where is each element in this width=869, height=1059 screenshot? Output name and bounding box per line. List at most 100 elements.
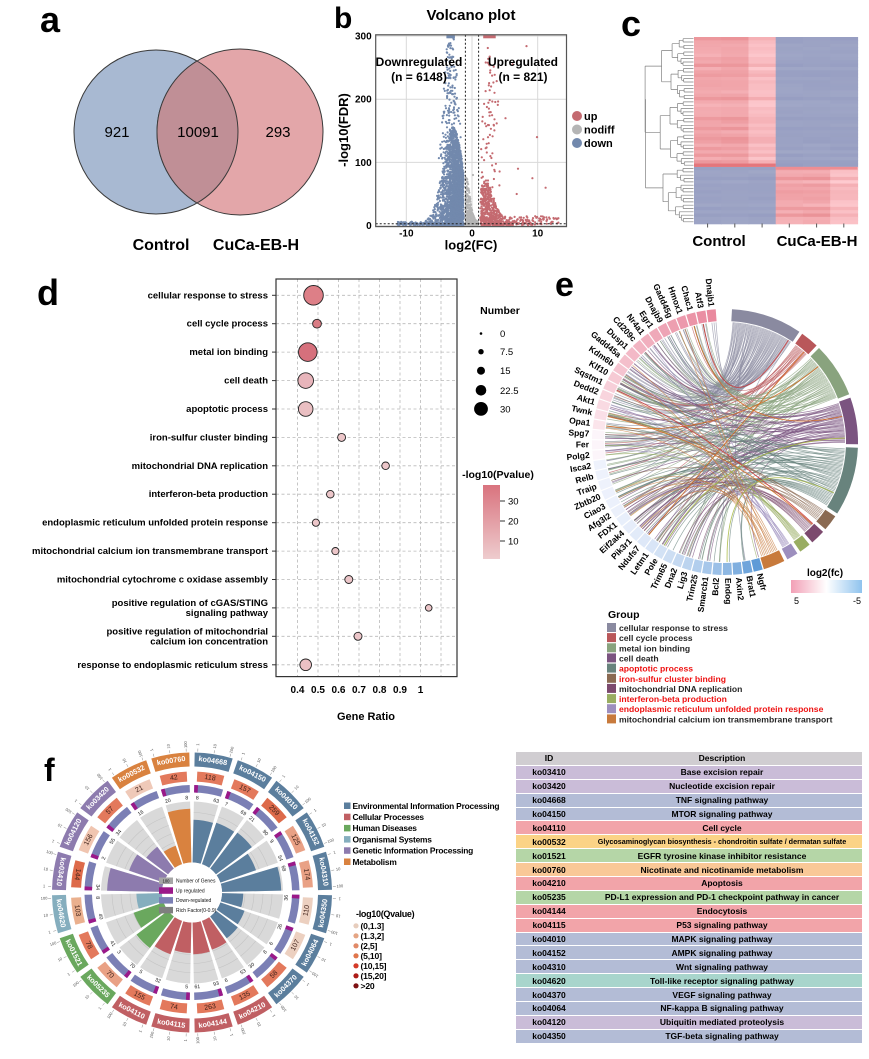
svg-text:100: 100: [310, 970, 319, 978]
svg-text:1: 1: [418, 685, 424, 696]
svg-text:100: 100: [195, 1036, 200, 1044]
svg-text:1: 1: [313, 807, 318, 813]
svg-text:mitochondrial DNA replication: mitochondrial DNA replication: [619, 684, 742, 694]
svg-text:100: 100: [64, 806, 73, 814]
svg-text:10: 10: [43, 866, 49, 872]
svg-text:metal ion binding: metal ion binding: [619, 643, 690, 653]
svg-text:1: 1: [97, 1005, 103, 1010]
svg-text:110: 110: [303, 904, 312, 916]
svg-text:endoplasmic reticulum unfolded: endoplasmic reticulum unfolded protein r…: [42, 518, 268, 529]
svg-text:Control: Control: [133, 237, 190, 254]
svg-text:293: 293: [265, 124, 290, 141]
svg-text:ko04620: ko04620: [54, 898, 67, 928]
svg-text:1: 1: [240, 751, 246, 756]
svg-text:ko03410: ko03410: [54, 857, 67, 887]
svg-text:positive regulation of cGAS/ST: positive regulation of cGAS/STING: [112, 598, 268, 609]
svg-text:Environmental Information Proc: Environmental Information Processing: [353, 801, 500, 811]
svg-text:calcium ion concentration: calcium ion concentration: [150, 636, 268, 647]
svg-text:1: 1: [333, 849, 337, 855]
svg-text:log2(FC): log2(FC): [445, 238, 498, 253]
svg-text:10: 10: [321, 821, 328, 828]
svg-text:100: 100: [95, 772, 104, 781]
svg-text:signaling pathway: signaling pathway: [186, 608, 269, 619]
svg-text:Axin2: Axin2: [734, 577, 746, 601]
svg-text:0: 0: [500, 329, 505, 340]
svg-text:100: 100: [46, 849, 55, 856]
svg-text:155: 155: [132, 990, 146, 1002]
svg-text:69: 69: [239, 809, 247, 817]
svg-text:ko04115: ko04115: [157, 1017, 186, 1030]
svg-text:1: 1: [281, 773, 287, 778]
svg-text:ko04668: ko04668: [198, 754, 228, 767]
svg-text:1: 1: [50, 838, 55, 844]
svg-text:40: 40: [97, 913, 104, 920]
svg-text:100: 100: [336, 883, 344, 888]
svg-text:100: 100: [355, 158, 372, 169]
svg-text:157: 157: [238, 784, 252, 796]
svg-text:32: 32: [154, 977, 162, 985]
svg-text:10091: 10091: [177, 124, 219, 141]
svg-text:70: 70: [128, 962, 136, 970]
svg-text:Bcl2: Bcl2: [710, 577, 721, 596]
svg-text:61: 61: [194, 984, 200, 990]
svg-text:1: 1: [48, 929, 52, 935]
svg-text:mitochondrial calcium ion tran: mitochondrial calcium ion transmembrane …: [32, 546, 269, 557]
svg-text:7: 7: [224, 801, 229, 808]
svg-text:63: 63: [212, 798, 219, 805]
svg-text:5: 5: [185, 984, 188, 990]
svg-text:10: 10: [256, 757, 263, 764]
svg-text:7.5: 7.5: [500, 347, 513, 358]
svg-text:10: 10: [56, 822, 63, 829]
svg-text:down: down: [584, 138, 613, 150]
svg-text:100: 100: [304, 796, 313, 805]
svg-text:Gene Ratio: Gene Ratio: [337, 711, 395, 723]
svg-text:21: 21: [247, 815, 255, 823]
svg-text:1: 1: [195, 743, 200, 746]
svg-text:200: 200: [355, 95, 372, 106]
svg-text:156: 156: [83, 833, 95, 847]
svg-text:21: 21: [134, 784, 144, 794]
svg-text:1: 1: [43, 883, 46, 888]
svg-text:Down-regulated: Down-regulated: [176, 898, 212, 904]
svg-text:1: 1: [305, 982, 310, 988]
svg-text:1: 1: [73, 798, 78, 804]
svg-text:100: 100: [72, 980, 81, 989]
svg-text:8: 8: [94, 896, 100, 899]
svg-text:70: 70: [105, 970, 116, 981]
svg-text:118: 118: [204, 774, 216, 783]
svg-text:iron-sulfur cluster binding: iron-sulfur cluster binding: [619, 674, 726, 684]
svg-text:Opa1: Opa1: [569, 415, 592, 428]
svg-text:57: 57: [105, 805, 116, 816]
svg-text:54: 54: [276, 855, 284, 863]
svg-text:1: 1: [328, 941, 333, 947]
svg-text:10: 10: [121, 757, 128, 764]
svg-text:(n = 6148): (n = 6148): [391, 70, 447, 84]
svg-text:mitochondrial DNA replication: mitochondrial DNA replication: [132, 461, 269, 472]
svg-text:mitochondrial calcium ion tran: mitochondrial calcium ion transmembrane …: [619, 714, 833, 724]
svg-text:(10,15]: (10,15]: [361, 961, 387, 971]
svg-text:10: 10: [336, 866, 342, 872]
svg-text:6: 6: [268, 941, 275, 947]
svg-text:(0,1.3]: (0,1.3]: [361, 921, 385, 931]
svg-text:iron-sulfur cluster binding: iron-sulfur cluster binding: [150, 432, 268, 443]
svg-text:Smarcb1: Smarcb1: [696, 576, 711, 613]
svg-text:CuCa-EB-H: CuCa-EB-H: [777, 233, 858, 250]
svg-text:positive regulation of mitocho: positive regulation of mitochondrial: [106, 626, 268, 637]
svg-text:0.8: 0.8: [373, 685, 387, 696]
svg-text:8: 8: [185, 795, 188, 801]
svg-text:-log10(Pvalue): -log10(Pvalue): [462, 469, 534, 481]
svg-text:apoptotic process: apoptotic process: [619, 664, 693, 674]
svg-text:300: 300: [355, 32, 372, 43]
svg-text:Number: Number: [480, 305, 520, 317]
svg-text:20: 20: [508, 517, 519, 528]
svg-text:10: 10: [121, 1020, 128, 1027]
svg-text:Lig3: Lig3: [675, 570, 690, 590]
svg-text:10: 10: [212, 743, 218, 749]
svg-text:cell death: cell death: [619, 653, 659, 663]
svg-text:100: 100: [163, 879, 171, 884]
svg-text:interferon-beta production: interferon-beta production: [619, 694, 727, 704]
svg-text:8: 8: [196, 795, 199, 801]
svg-text:mitochondrial cytochrome c oxi: mitochondrial cytochrome c oxidase assem…: [57, 575, 269, 586]
svg-text:15: 15: [500, 366, 511, 377]
svg-text:Dnajb1: Dnajb1: [704, 278, 717, 308]
